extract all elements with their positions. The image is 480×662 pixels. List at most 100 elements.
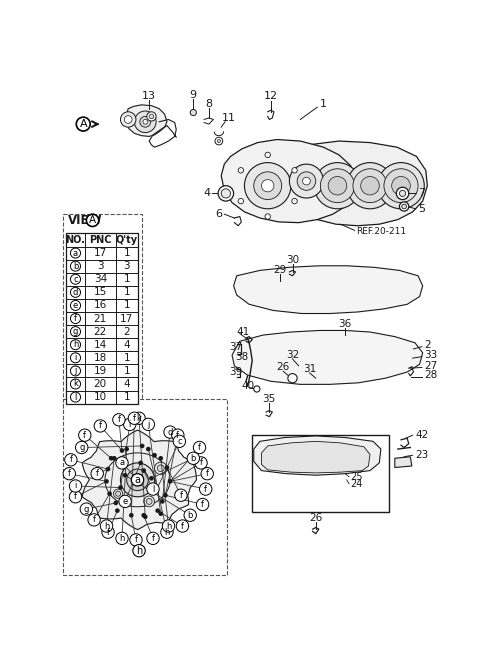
Text: 39: 39 (229, 367, 242, 377)
Circle shape (116, 491, 120, 496)
Circle shape (121, 498, 126, 502)
Text: b: b (73, 261, 78, 271)
Circle shape (120, 463, 155, 496)
Circle shape (162, 520, 175, 532)
Polygon shape (302, 141, 427, 226)
Text: b: b (191, 453, 196, 463)
Text: c: c (73, 275, 78, 284)
Text: 40: 40 (241, 381, 254, 391)
Text: 1: 1 (123, 287, 130, 297)
Text: f: f (176, 431, 180, 440)
Text: f: f (68, 469, 71, 478)
Text: 18: 18 (94, 353, 107, 363)
Text: 9: 9 (190, 90, 197, 100)
Circle shape (123, 418, 136, 430)
Text: 30: 30 (286, 256, 299, 265)
Circle shape (71, 274, 81, 284)
Circle shape (149, 476, 154, 481)
Text: 3: 3 (97, 261, 104, 271)
Circle shape (297, 172, 316, 190)
Text: 11: 11 (222, 113, 236, 123)
Circle shape (158, 456, 163, 461)
Text: 26: 26 (309, 513, 323, 524)
Text: 15: 15 (94, 287, 107, 297)
Circle shape (187, 452, 200, 465)
Bar (63, 399, 228, 575)
Circle shape (79, 429, 91, 442)
Text: k: k (73, 379, 78, 389)
Circle shape (195, 457, 207, 469)
Polygon shape (395, 457, 412, 467)
Polygon shape (232, 330, 423, 385)
Circle shape (218, 186, 234, 201)
Circle shape (69, 480, 82, 492)
Circle shape (118, 485, 123, 490)
Text: f: f (118, 415, 120, 424)
Text: 32: 32 (286, 350, 299, 360)
Circle shape (121, 462, 126, 467)
Circle shape (399, 190, 406, 197)
Circle shape (347, 163, 393, 209)
Polygon shape (234, 265, 423, 314)
Circle shape (165, 465, 169, 470)
Text: h: h (136, 545, 142, 555)
Text: g: g (79, 443, 84, 452)
Text: h: h (120, 534, 125, 543)
Circle shape (314, 163, 360, 209)
Text: 13: 13 (142, 91, 156, 101)
Text: 1: 1 (123, 392, 130, 402)
Circle shape (71, 340, 81, 350)
Text: j: j (147, 420, 150, 429)
Text: g: g (73, 327, 78, 336)
Text: 17: 17 (120, 314, 133, 324)
Circle shape (201, 467, 214, 480)
Circle shape (396, 187, 409, 199)
Circle shape (113, 500, 118, 505)
Text: 8: 8 (205, 99, 212, 109)
Circle shape (102, 526, 114, 538)
Circle shape (215, 137, 223, 145)
Circle shape (76, 117, 90, 131)
Circle shape (172, 429, 184, 442)
Text: f: f (96, 469, 99, 478)
Text: i: i (74, 354, 77, 362)
Text: i: i (129, 420, 131, 429)
Circle shape (69, 491, 82, 503)
Text: e: e (122, 497, 128, 506)
Text: f: f (200, 458, 203, 467)
Circle shape (152, 453, 157, 457)
Text: f: f (206, 469, 209, 478)
Circle shape (217, 140, 220, 142)
Text: REF.20-211: REF.20-211 (356, 228, 406, 236)
Circle shape (113, 414, 125, 426)
Text: 2: 2 (424, 340, 431, 350)
Circle shape (149, 114, 154, 118)
Text: 27: 27 (424, 361, 437, 371)
Text: NO.: NO. (66, 235, 85, 245)
Text: 4: 4 (203, 189, 210, 199)
Text: 7: 7 (418, 189, 425, 199)
Circle shape (132, 474, 144, 486)
Polygon shape (262, 442, 370, 473)
Text: e: e (73, 301, 78, 310)
Circle shape (124, 447, 129, 451)
Circle shape (146, 498, 152, 504)
Text: 10: 10 (94, 392, 107, 402)
Circle shape (106, 467, 110, 471)
Circle shape (147, 112, 156, 121)
Circle shape (71, 287, 81, 297)
Circle shape (119, 495, 132, 508)
Circle shape (292, 167, 297, 173)
Circle shape (113, 489, 123, 498)
Circle shape (94, 420, 107, 432)
Text: 1: 1 (123, 366, 130, 376)
Circle shape (140, 444, 144, 448)
Text: 4: 4 (123, 379, 130, 389)
Bar (66, 234, 137, 404)
Text: 1: 1 (123, 353, 130, 363)
Polygon shape (126, 105, 167, 136)
Circle shape (196, 498, 209, 510)
Circle shape (123, 473, 127, 477)
Text: a: a (73, 248, 78, 258)
Circle shape (134, 111, 156, 132)
